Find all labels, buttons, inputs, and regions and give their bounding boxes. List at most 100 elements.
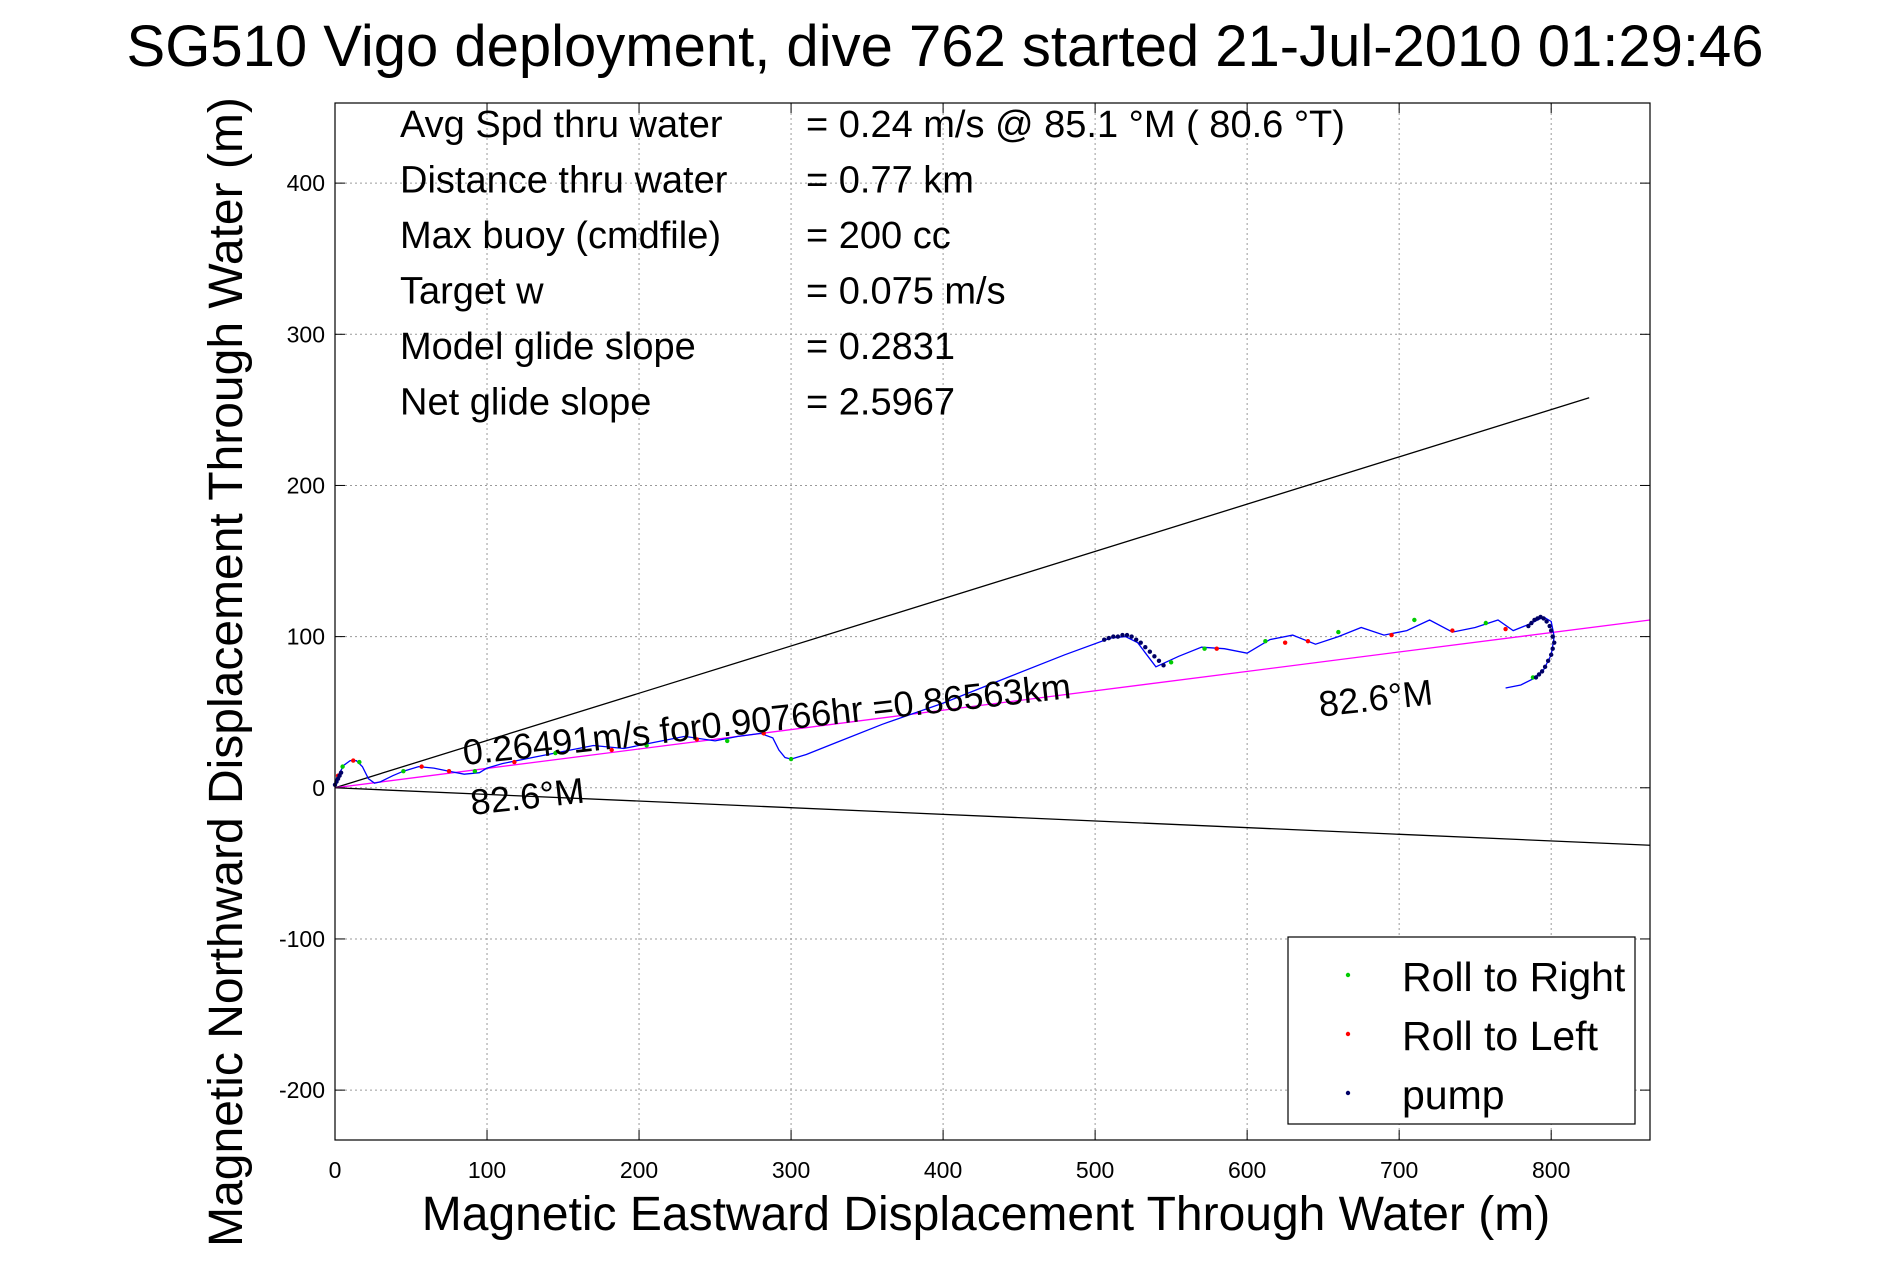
marker-roll-to-right [1263,638,1268,644]
stat-label: Model glide slope [400,326,696,368]
marker-roll-to-right [1412,617,1417,623]
marker-roll-to-left [512,759,517,765]
marker-pump [1533,675,1539,680]
marker-roll-to-left [351,758,356,763]
stat-value: = 0.24 m/s @ 85.1 °M ( 80.6 °T) [806,104,1345,146]
y-tick-label: 400 [287,170,325,196]
track-line [334,616,1555,784]
marker-roll-to-left [1389,632,1394,638]
marker-pump [1539,669,1545,674]
marker-pump [1115,634,1121,639]
stat-label: Max buoy (cmdfile) [400,215,721,257]
y-tick-label: 200 [287,472,325,498]
legend-entry: Roll to Left [1402,1013,1599,1059]
marker-roll-to-right [357,759,362,765]
stat-label: Avg Spd thru water [400,104,723,146]
marker-roll-to-left [1214,646,1219,651]
marker-pump [1143,644,1148,650]
reference-lines [334,397,1651,846]
x-tick-label: 600 [1228,1157,1266,1183]
marker-roll-to-right [340,764,345,769]
marker-pump [1550,634,1555,639]
x-tick-label: 100 [468,1157,506,1183]
marker-roll-to-right [553,750,558,756]
marker-pump [1536,672,1542,677]
y-tick-label: -200 [279,1077,325,1103]
marker-pump [1542,664,1548,670]
marker-roll-to-right [1530,675,1536,680]
marker-pump [1529,620,1534,626]
plot-frame [334,102,1651,1141]
marker-pump [1545,658,1551,664]
marker-roll-to-right [725,738,730,744]
marker-roll-to-right [1483,620,1489,626]
reference-line-lower-bound [334,787,1651,846]
axis-ticks [334,103,1650,1140]
marker-roll-to-left [1305,638,1311,644]
marker-pump [1161,663,1166,668]
glider-track [334,616,1555,784]
legend: Roll to Right Roll to Left pump [1287,936,1636,1125]
legend-entry: pump [1402,1072,1505,1118]
legend-entry: Roll to Right [1402,954,1626,1000]
marker-roll-to-right [1202,646,1207,651]
stat-value: = 0.075 m/s [806,271,1006,313]
marker-roll-to-left [609,747,614,753]
stat-label: Distance thru water [400,160,728,202]
marker-pump [1550,646,1555,651]
legend-marker [1345,1090,1351,1096]
marker-roll-to-right [644,743,649,748]
x-tick-label: 300 [772,1157,810,1183]
marker-roll-to-left [1282,640,1288,645]
marker-roll-to-right [1336,629,1341,635]
marker-pump [1111,634,1116,639]
stat-value: = 0.2831 [806,326,955,368]
x-tick-label: 800 [1532,1157,1570,1183]
legend-marker [1345,1031,1351,1037]
marker-pump [1147,649,1153,654]
marker-roll-to-left [419,764,424,769]
legend-marker [1345,972,1351,978]
marker-pump [1156,658,1162,664]
marker-pump [1547,623,1552,629]
marker-pump [1138,640,1143,645]
marker-pump [1102,637,1107,642]
marker-pump [1552,640,1557,645]
stat-value: = 0.77 km [806,160,974,202]
stat-value: = 2.5967 [806,382,955,424]
marker-roll-to-left [694,737,700,742]
markers [332,614,1557,787]
marker-roll-to-left [1450,628,1455,633]
marker-pump [1544,619,1549,624]
marker-roll-to-left [761,731,766,736]
y-axis-label: Magnetic Northward Displacement Through … [200,97,253,1247]
marker-pump [1152,654,1157,659]
x-axis-label: Magnetic Eastward Displacement Through W… [422,1188,1550,1241]
x-tick-label: 0 [329,1157,342,1183]
marker-pump [1548,652,1554,657]
stat-value: = 200 cc [806,215,951,257]
x-tick-label: 700 [1380,1157,1418,1183]
tick-labels: 0 100 200 300 400 500 600 700 800 -200 -100 0 100 200… [279,170,1570,1183]
chart-title: SG510 Vigo deployment, dive 762 started … [127,14,1764,79]
marker-roll-to-right [472,768,478,774]
stat-label: Target w [400,271,544,313]
marker-pump [338,770,344,775]
reference-line-mean-heading [334,619,1651,789]
reference-line-upper-bound [334,397,1590,789]
marker-pump [1120,632,1125,638]
marker-pump [1133,637,1139,642]
x-tick-label: 500 [1076,1157,1114,1183]
marker-pump [1106,635,1111,641]
marker-roll-to-right [401,768,406,774]
marker-roll-to-left [1503,626,1508,632]
y-tick-label: 300 [287,321,325,347]
marker-roll-to-left [446,768,452,774]
marker-roll-to-right [1168,660,1174,665]
marker-pump [1548,628,1554,633]
y-tick-label: 0 [312,775,325,801]
x-tick-label: 200 [620,1157,658,1183]
y-tick-label: 100 [287,624,325,650]
marker-pump [1541,616,1546,621]
